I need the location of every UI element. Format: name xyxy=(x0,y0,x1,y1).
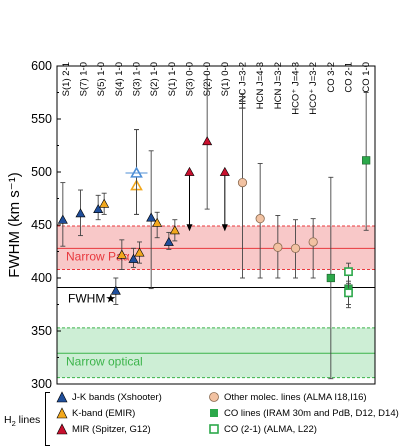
y-tick-label: 450 xyxy=(31,218,52,232)
triangle-marker xyxy=(152,217,163,227)
column-label: S(1) 0-0 xyxy=(220,62,231,96)
triangle-marker xyxy=(134,247,145,257)
legend-item: K-band (EMIR) xyxy=(56,407,135,419)
legend-item: J-K bands (Xshooter) xyxy=(56,391,162,403)
data-marks xyxy=(57,74,371,380)
circle-marker xyxy=(237,178,248,188)
legend-item-label: Other molec. lines (ALMA I18,I16) xyxy=(224,391,367,403)
open-square-marker xyxy=(344,267,353,277)
triangle-marker xyxy=(146,212,157,222)
band-label: Narrow optical xyxy=(66,354,143,368)
column-label: HCO⁺ J=3-2 xyxy=(308,62,319,115)
legend-title: H2 lines xyxy=(4,414,41,429)
fwhm-chart: Narrow Paα Narrow optical FWHM★ 300 350 400 4… xyxy=(6,59,376,388)
triangle-marker xyxy=(93,203,104,213)
axes: 300 350 400 450 500 550 600 xyxy=(31,59,376,388)
column-label: S(3) 0-0 xyxy=(185,62,196,96)
circle-icon xyxy=(209,392,219,402)
column-label: S(1) 1-0 xyxy=(167,62,178,96)
column-labels: S(1) 2-1 S(7) 1-0 S(5) 1-0 S(4) 1-0 S(3) 1-0… xyxy=(61,62,372,115)
upper-limit-arrow xyxy=(186,224,193,232)
open-triangle-marker xyxy=(130,166,143,178)
fwhm-star-label: FWHM★ xyxy=(68,292,116,306)
triangle-marker xyxy=(110,285,121,295)
column-label: S(3) 1-0 xyxy=(132,62,143,96)
legend-item-label: CO (2-1) (ALMA, L22) xyxy=(224,423,317,435)
legend-item-label: CO lines (IRAM 30m and PdB, D12, D14) xyxy=(224,407,399,419)
y-tick-label: 300 xyxy=(31,377,52,388)
column-label: CO 1-0 xyxy=(361,62,372,93)
legend: H2 lines J-K bands (Xshooter) K-band (EMI… xyxy=(0,388,415,448)
column-label: S(2) 1-0 xyxy=(149,62,160,96)
triangle-filled-icon xyxy=(56,391,68,403)
y-axis-label: FWHM (km s⁻¹) xyxy=(6,172,23,277)
column-label: HNC J=3-2 xyxy=(238,62,249,109)
triangle-filled-icon xyxy=(56,407,68,419)
triangle-marker xyxy=(116,249,127,259)
column-label: HCN J=4-3 xyxy=(255,62,266,109)
triangle-marker xyxy=(184,166,195,176)
square-marker xyxy=(362,156,371,165)
triangle-marker xyxy=(128,253,139,263)
column-label: HCO⁺ J=4-3 xyxy=(291,62,302,115)
y-tick-label: 400 xyxy=(31,271,52,285)
legend-item-label: MIR (Spitzer, G12) xyxy=(72,423,151,435)
triangle-marker xyxy=(202,136,213,146)
circle-marker xyxy=(255,214,265,224)
triangle-marker xyxy=(99,198,110,208)
triangle-marker xyxy=(219,166,230,176)
column-label: S(2) 0-0 xyxy=(202,62,213,96)
legend-item: Other molec. lines (ALMA I18,I16) xyxy=(208,391,367,403)
upper-limit-arrow xyxy=(221,224,228,232)
y-tick-label: 550 xyxy=(31,112,52,126)
triangle-marker xyxy=(75,208,86,218)
legend-item: CO lines (IRAM 30m and PdB, D12, D14) xyxy=(208,407,399,419)
band-label: Narrow Paα xyxy=(66,249,130,263)
column-label: S(4) 1-0 xyxy=(114,62,125,96)
column-label: HCN J=3-2 xyxy=(273,62,284,109)
triangle-marker xyxy=(163,236,174,246)
open-square-marker xyxy=(344,288,353,298)
circle-marker xyxy=(290,243,301,253)
square-filled-icon xyxy=(210,409,218,417)
legend-bracket xyxy=(45,392,50,446)
square-marker xyxy=(326,273,335,283)
triangle-filled-icon xyxy=(56,423,68,435)
band-fill xyxy=(57,327,375,378)
band-fill xyxy=(57,226,375,270)
column-label: CO 2-1 xyxy=(344,62,355,93)
legend-item: MIR (Spitzer, G12) xyxy=(56,423,151,435)
column-label: S(7) 1-0 xyxy=(79,62,90,96)
column-label: S(1) 2-1 xyxy=(61,62,72,96)
reference-bands: Narrow Paα Narrow optical FWHM★ xyxy=(57,225,375,379)
y-tick-label: 350 xyxy=(31,324,52,338)
square-open-icon xyxy=(209,424,219,434)
column-label: CO 3-2 xyxy=(326,62,337,93)
circle-marker xyxy=(273,242,283,252)
triangle-marker xyxy=(169,225,180,235)
circle-marker xyxy=(308,237,318,247)
y-tick-label: 500 xyxy=(31,165,52,179)
triangle-marker xyxy=(57,214,68,224)
y-tick-label: 600 xyxy=(31,59,52,73)
legend-item-label: K-band (EMIR) xyxy=(72,407,136,419)
legend-item: CO (2-1) (ALMA, L22) xyxy=(208,423,317,435)
column-label: S(5) 1-0 xyxy=(96,62,107,96)
legend-item-label: J-K bands (Xshooter) xyxy=(72,391,162,403)
